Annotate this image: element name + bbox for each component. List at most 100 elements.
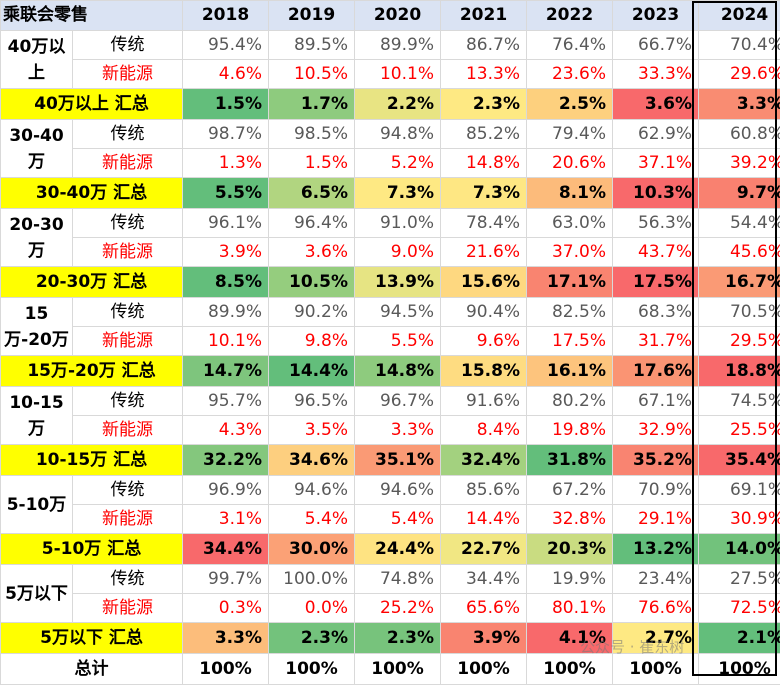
traditional-share-cell: 80.2%: [527, 387, 613, 416]
traditional-share-cell: 91.0%: [355, 209, 441, 238]
nev-share-cell: 9.8%: [269, 327, 355, 356]
year-header: 2022: [527, 1, 613, 31]
traditional-share-cell: 68.3%: [613, 298, 699, 327]
segment-share-heat-cell: 17.1%: [527, 267, 613, 298]
nev-label: 新能源: [73, 416, 183, 445]
segment-share-heat-cell: 14.0%: [699, 534, 780, 565]
nev-share-cell: 65.6%: [441, 594, 527, 623]
segment-share-heat-cell: 2.5%: [527, 89, 613, 120]
traditional-label: 传统: [73, 387, 183, 416]
nev-label: 新能源: [73, 149, 183, 178]
segment-summary-label: 10-15万 汇总: [1, 445, 183, 476]
segment-share-heat-cell: 14.4%: [269, 356, 355, 387]
segment-summary-label: 5万以下 汇总: [1, 623, 183, 654]
traditional-share-cell: 94.6%: [269, 476, 355, 505]
nev-share-cell: 5.4%: [355, 505, 441, 534]
nev-share-cell: 31.7%: [613, 327, 699, 356]
traditional-label: 传统: [73, 31, 183, 60]
price-segment-label: 30-40万: [1, 120, 73, 178]
nev-share-cell: 3.9%: [183, 238, 269, 267]
segment-summary-label: 20-30万 汇总: [1, 267, 183, 298]
year-header: 2020: [355, 1, 441, 31]
nev-share-cell: 4.3%: [183, 416, 269, 445]
traditional-share-cell: 89.9%: [355, 31, 441, 60]
segment-summary-label: 40万以上 汇总: [1, 89, 183, 120]
segment-share-heat-cell: 30.0%: [269, 534, 355, 565]
traditional-share-cell: 100.0%: [269, 565, 355, 594]
nev-share-cell: 3.5%: [269, 416, 355, 445]
segment-share-heat-cell: 3.6%: [613, 89, 699, 120]
traditional-share-cell: 19.9%: [527, 565, 613, 594]
nev-share-cell: 25.5%: [699, 416, 780, 445]
traditional-share-cell: 70.9%: [613, 476, 699, 505]
nev-share-cell: 13.3%: [441, 60, 527, 89]
traditional-share-cell: 69.1%: [699, 476, 780, 505]
segment-share-heat-cell: 18.8%: [699, 356, 780, 387]
nev-label: 新能源: [73, 505, 183, 534]
nev-share-cell: 32.8%: [527, 505, 613, 534]
nev-share-cell: 20.6%: [527, 149, 613, 178]
price-segment-label: 5-10万: [1, 476, 73, 534]
traditional-share-cell: 96.9%: [183, 476, 269, 505]
segment-share-heat-cell: 16.7%: [699, 267, 780, 298]
nev-share-cell: 9.0%: [355, 238, 441, 267]
traditional-label: 传统: [73, 298, 183, 327]
nev-share-cell: 25.2%: [355, 594, 441, 623]
price-segment-label: 15万-20万: [1, 298, 73, 356]
segment-share-heat-cell: 8.1%: [527, 178, 613, 209]
segment-share-heat-cell: 22.7%: [441, 534, 527, 565]
nev-label: 新能源: [73, 594, 183, 623]
total-cell: 100%: [527, 654, 613, 685]
segment-share-heat-cell: 2.3%: [269, 623, 355, 654]
segment-share-heat-cell: 14.8%: [355, 356, 441, 387]
traditional-share-cell: 34.4%: [441, 565, 527, 594]
year-header: 2023: [613, 1, 699, 31]
price-segment-label: 5万以下: [1, 565, 73, 623]
traditional-share-cell: 27.5%: [699, 565, 780, 594]
table-title: 乘联会零售: [1, 1, 183, 31]
segment-summary-label: 15万-20万 汇总: [1, 356, 183, 387]
nev-share-cell: 80.1%: [527, 594, 613, 623]
segment-share-heat-cell: 2.7%: [613, 623, 699, 654]
traditional-share-cell: 70.5%: [699, 298, 780, 327]
nev-share-cell: 19.8%: [527, 416, 613, 445]
nev-share-cell: 39.2%: [699, 149, 780, 178]
segment-share-heat-cell: 35.1%: [355, 445, 441, 476]
segment-share-heat-cell: 13.2%: [613, 534, 699, 565]
segment-share-heat-cell: 31.8%: [527, 445, 613, 476]
year-header: 2024: [699, 1, 780, 31]
segment-share-heat-cell: 3.3%: [699, 89, 780, 120]
total-cell: 100%: [699, 654, 780, 685]
nev-share-cell: 8.4%: [441, 416, 527, 445]
segment-share-heat-cell: 2.3%: [441, 89, 527, 120]
nev-share-cell: 30.9%: [699, 505, 780, 534]
nev-share-cell: 29.6%: [699, 60, 780, 89]
traditional-share-cell: 82.5%: [527, 298, 613, 327]
nev-share-cell: 29.1%: [613, 505, 699, 534]
nev-share-cell: 4.6%: [183, 60, 269, 89]
segment-share-heat-cell: 24.4%: [355, 534, 441, 565]
traditional-share-cell: 96.4%: [269, 209, 355, 238]
segment-share-heat-cell: 15.6%: [441, 267, 527, 298]
nev-share-cell: 32.9%: [613, 416, 699, 445]
total-cell: 100%: [355, 654, 441, 685]
total-cell: 100%: [613, 654, 699, 685]
nev-share-cell: 37.0%: [527, 238, 613, 267]
nev-share-cell: 9.6%: [441, 327, 527, 356]
nev-share-cell: 5.2%: [355, 149, 441, 178]
segment-share-heat-cell: 17.6%: [613, 356, 699, 387]
traditional-share-cell: 67.2%: [527, 476, 613, 505]
segment-share-heat-cell: 5.5%: [183, 178, 269, 209]
segment-share-heat-cell: 13.9%: [355, 267, 441, 298]
segment-share-heat-cell: 6.5%: [269, 178, 355, 209]
traditional-label: 传统: [73, 476, 183, 505]
